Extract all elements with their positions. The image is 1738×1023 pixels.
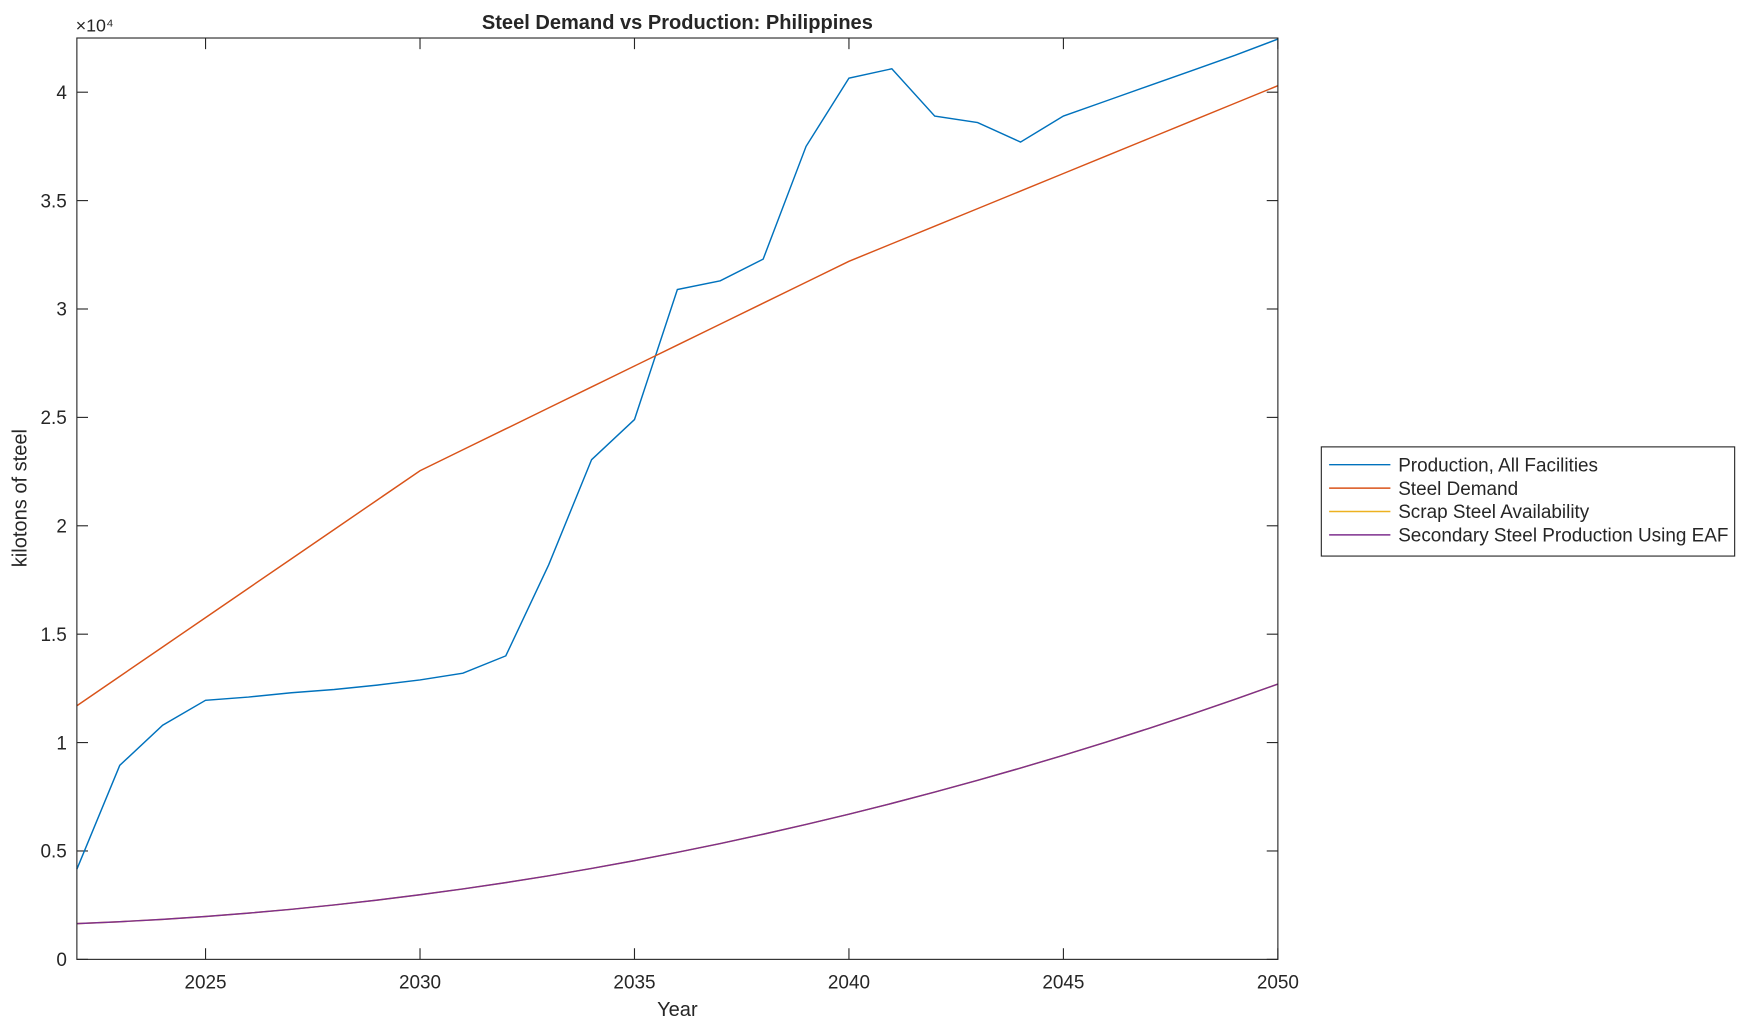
chart-title: Steel Demand vs Production: Philippines <box>482 12 873 34</box>
series-line <box>76 85 1279 707</box>
y-tick-label: 3.5 <box>41 191 67 212</box>
y-tick-label: 4 <box>56 83 67 104</box>
y-tick-label: 2.5 <box>41 408 67 429</box>
y-axis-label: kilotons of steel <box>10 429 32 567</box>
x-tick-label: 2035 <box>613 972 655 993</box>
series-line <box>76 683 1279 925</box>
x-tick-label: 2040 <box>828 972 870 993</box>
legend-label: Scrap Steel Availability <box>1398 502 1590 523</box>
series-line <box>76 38 1279 870</box>
y-tick-label: 1.5 <box>41 625 67 646</box>
y-tick-label: 0.5 <box>41 842 67 863</box>
x-tick-label: 2025 <box>184 972 226 993</box>
legend-label: Production, All Facilities <box>1398 455 1598 476</box>
x-tick-label: 2045 <box>1042 972 1084 993</box>
y-tick-label: 1 <box>56 733 67 754</box>
x-tick-label: 2050 <box>1257 972 1299 993</box>
y-tick-label: 0 <box>56 950 67 971</box>
x-tick-label: 2030 <box>399 972 441 993</box>
legend-label: Secondary Steel Production Using EAF <box>1398 526 1728 547</box>
x-axis-label: Year <box>657 999 698 1021</box>
y-exponent-label: ×10⁴ <box>76 15 114 35</box>
y-tick-label: 2 <box>56 516 67 537</box>
y-tick-label: 3 <box>56 300 67 321</box>
legend-label: Steel Demand <box>1398 479 1518 500</box>
axes-box <box>76 37 1279 960</box>
